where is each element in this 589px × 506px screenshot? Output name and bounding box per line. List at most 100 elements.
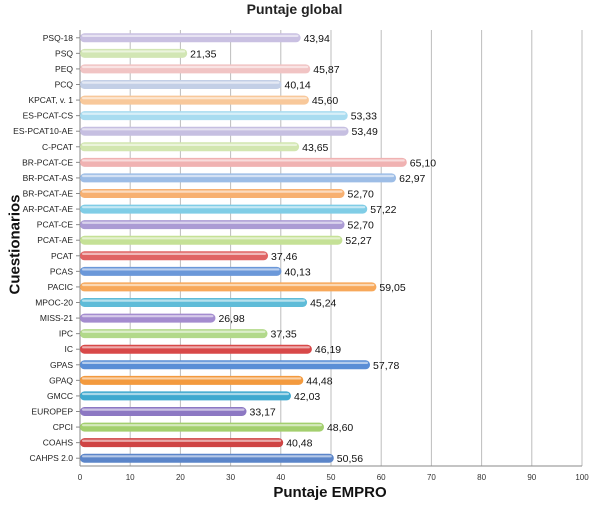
value-label: 21,35 [190, 48, 216, 60]
y-axis-title: Cuestionarios [6, 194, 24, 295]
value-label: 37,35 [270, 329, 296, 341]
bar [80, 391, 291, 401]
bar-highlight [82, 65, 309, 69]
bar [80, 360, 371, 370]
category-label: PCAT [51, 251, 73, 261]
bar-highlight [82, 221, 343, 224]
category-label: CPCI [53, 422, 73, 432]
value-label: 37,46 [271, 251, 297, 263]
bar [80, 344, 312, 354]
value-label: 40,14 [285, 80, 311, 92]
value-label: 57,22 [370, 204, 396, 216]
value-label: 43,65 [302, 142, 328, 154]
category-label: PCAT-AE [37, 235, 73, 245]
x-tick-label: 60 [377, 473, 386, 482]
value-label: 65,10 [410, 157, 436, 169]
bar-highlight [82, 206, 366, 209]
bar-highlight [82, 283, 375, 287]
bar-highlight [82, 424, 322, 427]
category-label: CAHPS 2.0 [30, 453, 74, 463]
category-label: PCAT-CE [37, 220, 74, 230]
value-label: 59,05 [379, 282, 405, 294]
bar [80, 220, 345, 230]
bar [80, 189, 345, 198]
bar [80, 313, 216, 323]
value-label: 40,48 [286, 438, 312, 450]
bar-highlight [82, 128, 347, 131]
bar-highlight [82, 237, 341, 240]
category-label: BR-PCAT-AS [23, 173, 74, 183]
bar-highlight [82, 143, 298, 146]
category-label: KPCAT, v. 1 [28, 95, 73, 105]
bar-highlight [82, 174, 395, 178]
bar [80, 33, 301, 43]
x-tick-label: 80 [477, 473, 486, 482]
bar [80, 422, 324, 432]
category-label: MPOC-20 [35, 298, 73, 308]
bar-highlight [82, 392, 289, 396]
bar-highlight [82, 159, 405, 162]
x-axis-title: Puntaje EMPRO [273, 484, 387, 501]
bar [80, 111, 348, 121]
category-label: PCQ [55, 80, 74, 90]
value-label: 57,78 [373, 360, 399, 372]
bar [80, 142, 300, 152]
bar-highlight [82, 81, 280, 84]
bar-highlight [82, 346, 310, 349]
bar-highlight [82, 299, 306, 302]
bar [80, 251, 269, 261]
value-label: 33,17 [250, 407, 276, 419]
x-tick-label: 40 [276, 473, 285, 482]
value-label: 42,03 [294, 391, 320, 403]
x-tick-label: 50 [327, 473, 336, 482]
value-label: 45,87 [313, 64, 339, 76]
bar-highlight [82, 439, 282, 442]
bar-highlight [82, 330, 266, 333]
value-label: 48,60 [327, 422, 353, 434]
bar-highlight [82, 112, 346, 115]
bar [80, 266, 282, 276]
x-tick-label: 90 [527, 473, 536, 482]
bar-highlight [82, 97, 307, 100]
value-label: 53,49 [352, 126, 378, 138]
category-label: IPC [59, 329, 73, 339]
chart-title: Puntaje global [246, 1, 343, 17]
category-label: MISS-21 [40, 313, 73, 323]
bar [80, 64, 311, 74]
bar [80, 453, 334, 463]
category-label: PCAS [50, 266, 73, 276]
category-label: ES-PCAT10-AE [13, 126, 73, 136]
bar [80, 407, 247, 416]
bar-highlight [82, 50, 186, 53]
value-label: 44,48 [306, 375, 332, 387]
value-label: 50,56 [337, 453, 363, 465]
x-tick-label: 70 [427, 473, 436, 482]
bar [80, 282, 377, 292]
bar [80, 375, 304, 385]
value-label: 52,70 [348, 220, 374, 232]
bar-highlight [82, 268, 280, 271]
bar-highlight [82, 252, 267, 255]
category-label: GPAS [50, 360, 73, 370]
bar [80, 329, 268, 339]
value-label: 45,24 [310, 298, 336, 310]
category-label: PSQ [55, 48, 73, 58]
bar [80, 95, 309, 105]
x-tick-label: 10 [126, 473, 135, 482]
bar [80, 157, 407, 167]
bar [80, 298, 308, 307]
bar [80, 173, 397, 183]
category-label: IC [65, 344, 74, 354]
bar [80, 48, 188, 58]
x-tick-label: 20 [176, 473, 185, 482]
bar [80, 204, 368, 214]
value-label: 52,70 [348, 189, 374, 201]
value-label: 62,97 [399, 173, 425, 185]
value-label: 43,94 [304, 33, 330, 45]
value-label: 26,98 [218, 313, 244, 325]
category-label: PSQ-18 [43, 33, 74, 43]
bar-highlight [82, 361, 369, 364]
category-label: EUROPEP [31, 407, 73, 417]
category-label: C-PCAT [42, 142, 73, 152]
